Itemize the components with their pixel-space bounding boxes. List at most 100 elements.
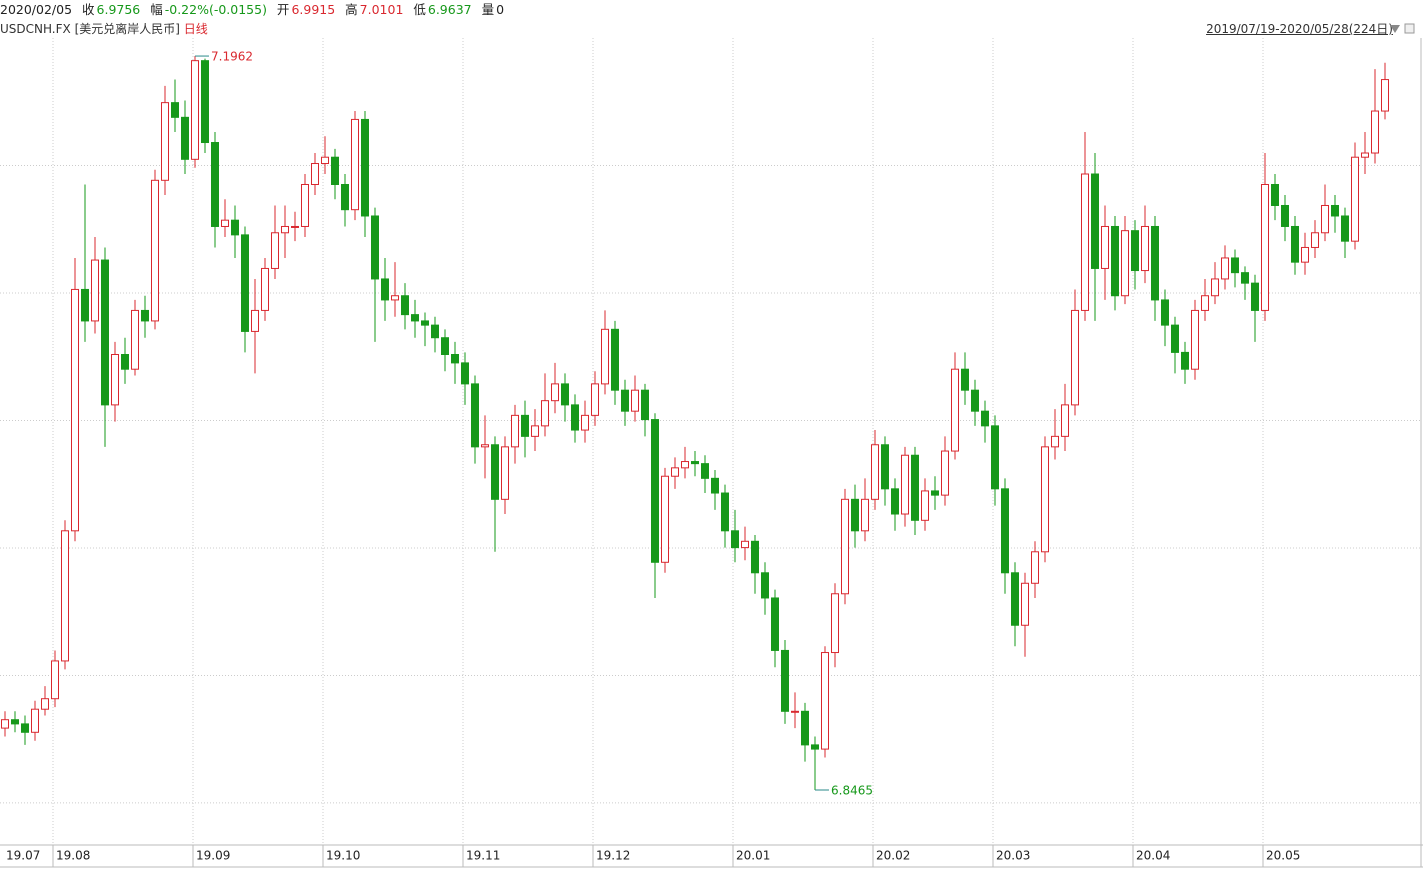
candle-body	[1071, 309, 1079, 406]
candle-body	[151, 179, 159, 322]
open-label: 开	[276, 2, 290, 17]
candle-body	[871, 444, 879, 500]
candle-body	[311, 163, 319, 185]
candle-body	[201, 60, 209, 144]
candle-body	[1111, 225, 1119, 297]
candle-body	[31, 708, 39, 733]
x-tick-label: 19.11	[466, 849, 500, 863]
period[interactable]: 日线	[183, 22, 208, 36]
change-label: 幅	[150, 2, 163, 17]
candle-body	[951, 368, 959, 452]
x-tick-label: 20.05	[1266, 849, 1300, 863]
candle-body	[21, 723, 29, 733]
candle-body	[1101, 225, 1109, 269]
quote-header: 2020/02/05 收 6.9756 幅 -0.22%(-0.0155) 开 6.9…	[0, 0, 1423, 20]
candle-body	[1081, 173, 1089, 311]
x-tick-label: 20.02	[876, 849, 910, 863]
candle-body	[61, 530, 69, 662]
candle-body	[11, 719, 19, 725]
candle-body	[691, 461, 699, 465]
candle-body	[811, 744, 819, 750]
candle-body	[821, 652, 829, 750]
candle-body	[1341, 215, 1349, 242]
candle-body	[341, 183, 349, 211]
x-tick-label: 20.03	[996, 849, 1030, 863]
candle-body	[661, 475, 669, 563]
x-tick-label: 19.12	[596, 849, 630, 863]
candle-body	[701, 463, 709, 479]
candle-body	[731, 530, 739, 549]
candle-body	[181, 116, 189, 160]
candle-body	[1201, 295, 1209, 311]
candle-body	[481, 444, 489, 448]
candle-body	[981, 410, 989, 427]
candle-body	[191, 60, 199, 160]
volume-label: 量	[481, 2, 495, 17]
candle-body	[921, 490, 929, 521]
candle-body	[321, 156, 329, 165]
candle-body	[101, 259, 109, 406]
candle-body	[941, 450, 949, 496]
candle-body	[581, 414, 589, 431]
candle-body	[771, 597, 779, 651]
candle-body	[1191, 309, 1199, 370]
candle-body	[411, 314, 419, 322]
candle-body	[161, 102, 169, 181]
candle-body	[851, 498, 859, 532]
candle-body	[721, 492, 729, 532]
candle-body	[761, 572, 769, 599]
candle-body	[1021, 582, 1029, 626]
candle-body	[641, 389, 649, 421]
candle-body	[561, 383, 569, 406]
candle-body	[1281, 204, 1289, 227]
candle-body	[111, 354, 119, 406]
open-value: 6.9915	[291, 2, 336, 17]
candle-body	[1241, 272, 1249, 284]
candle-body	[1131, 230, 1139, 272]
symbol: USDCNH.FX	[0, 22, 71, 36]
date-range[interactable]: 2019/07/19-2020/05/28(224日)	[1206, 22, 1393, 36]
candle-body	[1251, 282, 1259, 311]
candle-body	[931, 490, 939, 496]
candle-body	[1181, 351, 1189, 370]
candle-body	[1041, 446, 1049, 553]
candle-body	[1, 719, 9, 729]
candle-body	[1151, 225, 1159, 301]
x-tick-label: 20.01	[736, 849, 770, 863]
candle-body	[1301, 246, 1309, 263]
candle-body	[441, 337, 449, 356]
scroll-button[interactable]	[1404, 23, 1415, 34]
candle-body	[1271, 183, 1279, 206]
candle-body	[591, 383, 599, 416]
candle-body	[1171, 324, 1179, 353]
candle-body	[541, 400, 549, 427]
candle-body	[1161, 299, 1169, 326]
candle-body	[501, 446, 509, 500]
candle-body	[81, 288, 89, 322]
candle-body	[741, 540, 749, 549]
candle-body	[1051, 435, 1059, 448]
candle-body	[1141, 225, 1149, 272]
candle-body	[551, 383, 559, 402]
candle-body	[1031, 551, 1039, 584]
candle-body	[1211, 278, 1219, 297]
candle-body	[1221, 257, 1229, 280]
candle-body	[971, 389, 979, 412]
candle-body	[831, 593, 839, 654]
change-value: -0.22%(-0.0155)	[164, 2, 267, 17]
candle-body	[621, 389, 629, 412]
dropdown-arrow[interactable]	[1390, 25, 1400, 33]
instrument-name: [美元兑离岸人民币]	[74, 22, 180, 36]
candle-body	[1381, 79, 1389, 112]
candle-body	[801, 710, 809, 746]
candle-body	[1061, 404, 1069, 437]
candle-body	[901, 454, 909, 515]
candle-body	[251, 309, 259, 332]
candle-body	[301, 183, 309, 227]
candle-body	[781, 649, 789, 712]
x-tick-label: 20.04	[1136, 849, 1170, 863]
candle-body	[71, 288, 79, 532]
candle-body	[141, 309, 149, 322]
candle-body	[331, 156, 339, 185]
